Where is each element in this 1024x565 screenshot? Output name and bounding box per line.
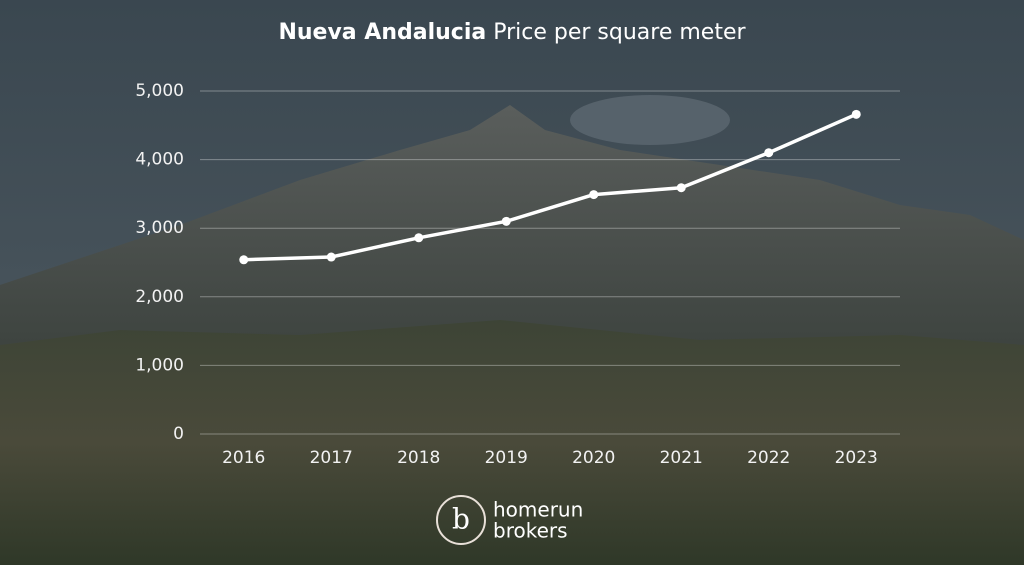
logo-ring — [436, 495, 486, 545]
x-tick-label: 2022 — [747, 448, 790, 468]
y-tick-label: 2,000 — [135, 287, 184, 307]
point — [501, 216, 511, 226]
y-tick-label: 4,000 — [135, 150, 184, 170]
point — [326, 252, 336, 262]
point — [589, 190, 599, 200]
logo: b homerun brokers — [436, 495, 583, 545]
point — [851, 109, 861, 119]
x-tick-label: 2016 — [222, 448, 265, 468]
mountain — [0, 105, 1024, 345]
vegetation — [0, 320, 1024, 565]
logo-text: homerun — [493, 498, 583, 522]
x-tick-label: 2017 — [310, 448, 353, 468]
logo-text: brokers — [493, 519, 568, 543]
y-tick-label: 5,000 — [135, 81, 184, 101]
x-tick-label: 2018 — [397, 448, 440, 468]
logo-glyph: b — [452, 503, 470, 536]
x-tick-label: 2021 — [660, 448, 703, 468]
x-tick-label: 2020 — [572, 448, 615, 468]
y-tick-label: 1,000 — [135, 355, 184, 375]
title-emphasis: Nueva Andalucia — [278, 20, 486, 45]
chart-title: Nueva Andalucia Price per square meter — [278, 20, 746, 45]
cloud — [570, 95, 730, 145]
point — [676, 183, 686, 193]
point — [764, 148, 774, 158]
x-tick-label: 2023 — [835, 448, 878, 468]
point — [414, 233, 424, 243]
line — [243, 112, 857, 262]
y-tick-label: 0 — [173, 424, 184, 444]
x-tick-label: 2019 — [485, 448, 528, 468]
y-tick-label: 3,000 — [135, 218, 184, 238]
point — [239, 255, 249, 265]
title-text: Price per square meter — [493, 20, 746, 45]
